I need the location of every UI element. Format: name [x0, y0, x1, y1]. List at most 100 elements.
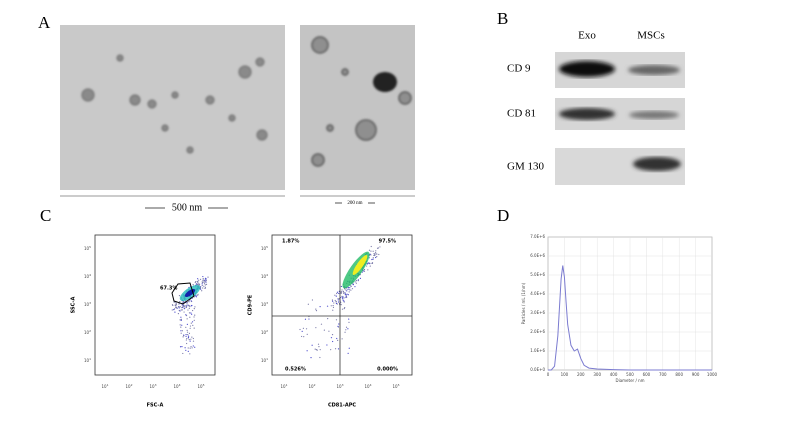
- event-dot: [185, 314, 187, 316]
- event-dot: [198, 283, 200, 285]
- event-dot: [352, 284, 354, 286]
- event-dot: [196, 281, 199, 283]
- tick-exponent: 2: [89, 329, 91, 333]
- event-dot: [350, 289, 352, 291]
- y-tick-label: 0.0E+0: [530, 367, 545, 372]
- event-dot: [367, 262, 369, 264]
- event-dot: [306, 350, 308, 352]
- event-dot: [187, 334, 189, 336]
- tick-exponent: 4: [370, 383, 372, 387]
- event-dot: [176, 307, 178, 309]
- event-dot: [181, 304, 183, 306]
- event-dot: [319, 356, 321, 359]
- event-dot: [330, 349, 332, 351]
- event-dot: [203, 283, 206, 285]
- y-tick-label: 7.0E+6: [530, 234, 545, 239]
- event-dot: [180, 330, 182, 332]
- x-tick-label: 0: [547, 372, 550, 377]
- event-dot: [191, 321, 194, 323]
- event-dot: [333, 302, 335, 304]
- event-dot: [310, 356, 312, 359]
- event-dot: [187, 350, 189, 352]
- event-dot: [347, 294, 349, 296]
- event-dot: [205, 283, 208, 285]
- event-dot: [343, 300, 345, 302]
- tick-exponent: 2: [131, 383, 133, 387]
- event-dot: [368, 249, 371, 251]
- event-dot: [377, 247, 380, 249]
- event-dot: [340, 292, 342, 294]
- event-dot: [351, 288, 354, 290]
- event-dot: [299, 328, 301, 331]
- event-dot: [171, 309, 173, 311]
- tick-exponent: 1: [89, 357, 91, 361]
- event-dot: [188, 307, 190, 309]
- event-dot: [192, 284, 194, 286]
- tick-base: 10: [261, 246, 267, 251]
- event-dot: [179, 306, 181, 308]
- event-dot: [180, 319, 182, 321]
- marker-label: GM 130: [507, 161, 544, 173]
- tick-exponent: 4: [89, 273, 91, 277]
- event-dot: [177, 313, 180, 315]
- tick-base: 10: [261, 358, 267, 363]
- event-dot: [189, 305, 191, 308]
- event-dot: [357, 279, 359, 281]
- event-dot: [182, 306, 184, 308]
- event-dot: [203, 279, 205, 281]
- event-dot: [341, 338, 343, 340]
- x-tick-label: 104: [364, 383, 371, 389]
- event-dot: [187, 335, 190, 337]
- event-dot: [345, 326, 348, 328]
- density-core: [352, 255, 368, 275]
- event-dot: [348, 347, 350, 349]
- event-dot: [186, 318, 188, 320]
- event-dot: [378, 253, 380, 256]
- tick-base: 10: [280, 384, 286, 389]
- event-dot: [187, 309, 189, 311]
- event-dot: [319, 349, 321, 351]
- x-axis-label: FSC-A: [147, 403, 164, 409]
- tick-base: 10: [308, 384, 314, 389]
- event-dot: [311, 344, 313, 346]
- tick-exponent: 4: [266, 273, 268, 277]
- event-dot: [371, 262, 374, 264]
- event-dot: [207, 276, 209, 278]
- event-dot: [191, 347, 193, 349]
- event-dot: [301, 330, 303, 333]
- event-dot: [204, 284, 207, 286]
- gate-label: 0.000%: [377, 367, 398, 373]
- event-dot: [187, 336, 190, 338]
- tick-exponent: 3: [155, 383, 157, 387]
- event-dot: [342, 299, 344, 301]
- event-dot: [311, 299, 314, 301]
- event-dot: [354, 286, 356, 288]
- event-dot: [184, 347, 186, 349]
- event-dot: [194, 314, 196, 316]
- event-dot: [201, 290, 203, 292]
- event-dot: [183, 335, 185, 337]
- event-dot: [366, 265, 368, 267]
- x-tick-label: 1000: [707, 372, 718, 377]
- tick-exponent: 1: [286, 383, 288, 387]
- event-dot: [185, 314, 188, 317]
- event-dot: [323, 329, 325, 331]
- event-dot: [189, 353, 191, 355]
- event-dot: [187, 305, 189, 307]
- event-dot: [180, 316, 182, 318]
- y-tick-label: 103: [84, 301, 91, 307]
- event-dot: [173, 301, 175, 303]
- event-dot: [326, 305, 329, 307]
- x-tick-label: 101: [280, 383, 287, 389]
- gate-label: 0.526%: [285, 367, 306, 373]
- event-dot: [347, 352, 349, 354]
- tick-exponent: 5: [89, 245, 91, 249]
- tick-exponent: 1: [107, 383, 109, 387]
- event-dot: [344, 293, 346, 296]
- y-axis-label: Particles / mL (1/nm): [521, 282, 526, 324]
- event-dot: [186, 303, 188, 305]
- event-dot: [195, 280, 197, 283]
- event-dot: [193, 316, 195, 318]
- event-dot: [334, 299, 336, 302]
- event-dot: [189, 347, 191, 349]
